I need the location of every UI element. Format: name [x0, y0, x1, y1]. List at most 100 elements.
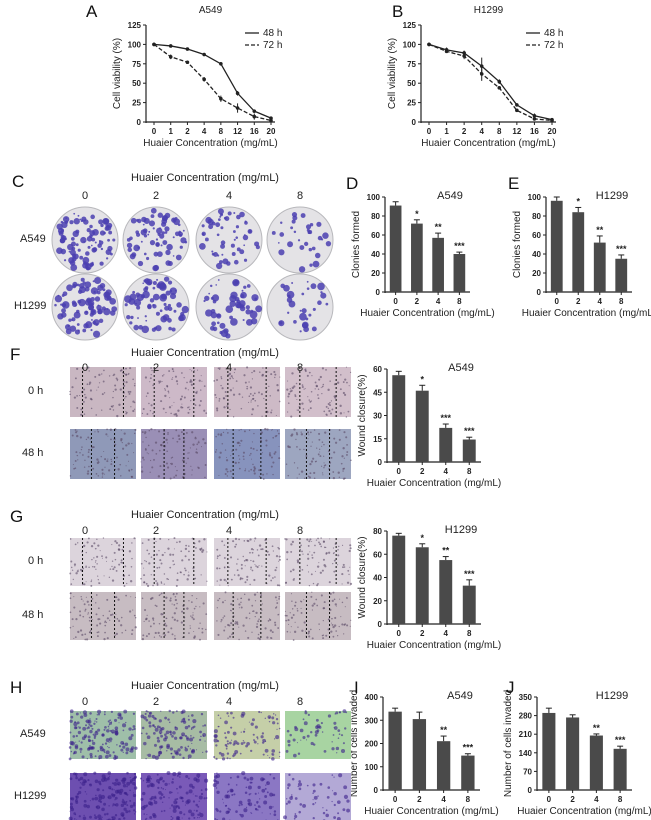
colony	[221, 253, 224, 256]
colony	[216, 321, 220, 325]
cell	[346, 799, 350, 803]
cell	[309, 628, 312, 631]
cell	[180, 406, 183, 409]
cell	[114, 726, 119, 730]
cell	[111, 565, 113, 568]
cell	[162, 780, 165, 783]
colony	[235, 225, 240, 229]
x-tick-label: 2	[570, 795, 575, 804]
cell	[69, 626, 72, 629]
cell	[234, 749, 239, 754]
cell	[312, 743, 316, 746]
cell	[74, 377, 77, 380]
cell	[204, 778, 209, 783]
cell	[87, 537, 90, 540]
cell	[148, 721, 152, 725]
cell	[110, 710, 114, 714]
colony	[311, 326, 317, 332]
cell	[101, 557, 103, 559]
cell	[314, 388, 316, 390]
cell	[327, 402, 330, 406]
colony	[236, 302, 242, 309]
cell	[316, 584, 319, 587]
series-line	[428, 43, 553, 122]
cell	[130, 596, 132, 598]
cell	[173, 618, 176, 621]
cell	[170, 815, 173, 818]
cell	[240, 567, 243, 570]
cell	[162, 787, 165, 790]
cell	[122, 777, 127, 782]
cell	[202, 751, 204, 753]
colony	[54, 295, 63, 303]
row-label: 48 h	[22, 609, 44, 621]
cell	[76, 434, 79, 438]
colony	[251, 294, 259, 302]
cell	[304, 370, 307, 373]
colony	[99, 261, 104, 266]
cell	[289, 570, 292, 573]
cell	[336, 817, 341, 820]
x-tick-label: 4	[594, 795, 599, 804]
cell	[258, 710, 261, 714]
y-tick-label: 50	[132, 79, 141, 88]
x-tick-label: 8	[457, 297, 462, 306]
cell	[165, 596, 168, 599]
cell	[109, 613, 113, 617]
cell	[97, 709, 102, 714]
cell	[169, 747, 174, 751]
cell	[260, 711, 262, 714]
cell	[329, 401, 331, 404]
cell	[114, 731, 119, 736]
cell	[201, 631, 204, 634]
cell	[227, 790, 230, 793]
cell	[152, 725, 155, 727]
cell	[195, 392, 197, 394]
cell	[237, 461, 240, 464]
cell	[70, 807, 75, 812]
colony	[90, 328, 93, 332]
colony	[85, 251, 90, 256]
cell	[193, 777, 198, 782]
cell	[179, 736, 182, 740]
cell	[294, 621, 296, 623]
y-tick-label: 20	[373, 597, 382, 606]
cell	[158, 430, 161, 433]
colony	[208, 224, 214, 230]
cell	[97, 713, 101, 716]
cell	[142, 791, 146, 796]
cell	[266, 428, 269, 431]
cell	[334, 441, 338, 444]
colony	[133, 244, 140, 252]
colony	[229, 300, 236, 307]
cell	[249, 551, 251, 554]
cell	[340, 462, 343, 465]
cell	[308, 371, 311, 374]
cell	[87, 455, 90, 458]
cell	[186, 607, 189, 610]
cell	[218, 751, 222, 755]
cell	[301, 385, 304, 389]
cell	[95, 718, 98, 721]
colony	[130, 315, 134, 320]
cell	[179, 811, 183, 815]
cell	[122, 384, 126, 387]
data-point	[479, 72, 484, 76]
cell	[286, 558, 288, 561]
colony	[244, 220, 247, 223]
y-tick-label: 50	[407, 79, 416, 88]
cell	[186, 578, 189, 581]
cell	[303, 621, 306, 624]
cell	[188, 545, 190, 547]
cell	[285, 619, 288, 622]
colony	[159, 293, 168, 302]
cell	[75, 776, 78, 780]
x-tick-label: 8	[467, 467, 472, 476]
cell	[183, 573, 185, 576]
cell	[287, 395, 290, 398]
cell	[339, 412, 343, 415]
cell	[151, 714, 155, 718]
cell	[277, 546, 279, 549]
colony	[229, 315, 233, 320]
cell	[95, 472, 98, 475]
